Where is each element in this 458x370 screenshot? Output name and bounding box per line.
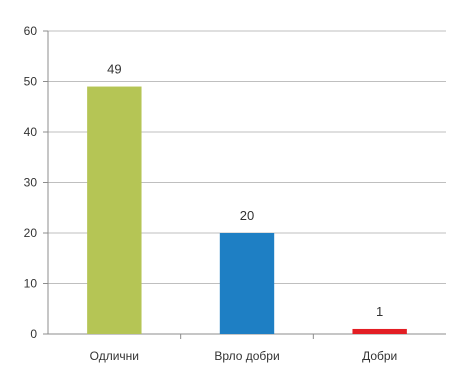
data-label-1: 20 (240, 208, 254, 223)
data-label-0: 49 (107, 62, 121, 77)
y-tick-label: 10 (24, 277, 38, 291)
y-tick-label: 60 (24, 24, 38, 38)
y-tick-label: 50 (24, 75, 38, 89)
category-label-1: Врло добри (214, 349, 279, 363)
data-label-2: 1 (376, 304, 383, 319)
y-tick-label: 0 (30, 327, 37, 341)
category-label-2: Добри (362, 349, 397, 363)
bars (87, 86, 407, 334)
y-tick-label: 30 (24, 176, 38, 190)
bar-2 (352, 328, 407, 334)
category-label-0: Одлични (90, 349, 139, 363)
bar-1 (219, 233, 275, 334)
y-tick-label: 40 (24, 125, 38, 139)
y-tick-label: 20 (24, 226, 38, 240)
bar-0 (87, 86, 142, 334)
labels: 0 10 20 30 40 50 60 49 Одлични 20 Врло добри 1 Добри (24, 24, 398, 363)
